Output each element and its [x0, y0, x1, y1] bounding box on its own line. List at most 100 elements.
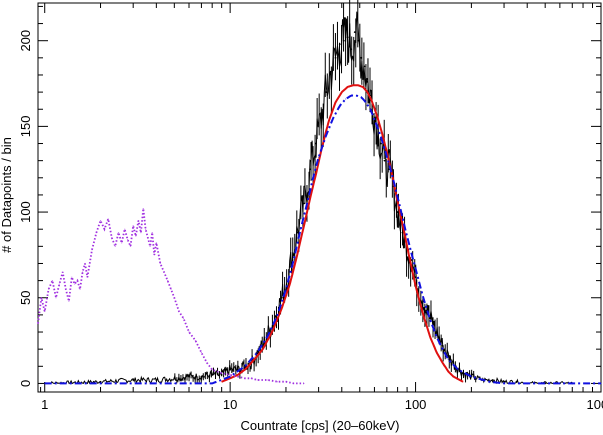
series-point	[129, 245, 132, 247]
series-point	[256, 379, 258, 381]
data-point	[320, 116, 323, 119]
y-tick-label-group: 50	[18, 291, 33, 305]
series-point	[124, 228, 126, 230]
data-point	[350, 48, 353, 51]
series-point	[398, 204, 401, 206]
series-point	[281, 307, 283, 309]
data-point	[346, 36, 349, 39]
series-point	[371, 100, 373, 102]
series-point	[178, 310, 180, 313]
x-tick-label: 100	[405, 397, 427, 412]
series-point	[442, 362, 444, 364]
series-point	[488, 381, 490, 383]
series-point	[44, 382, 46, 385]
series-point	[121, 242, 123, 244]
series-point	[406, 245, 408, 247]
series-point	[404, 228, 406, 230]
x-tick-label: 1000	[587, 397, 603, 412]
series-point	[256, 355, 258, 357]
data-point	[435, 331, 438, 333]
series-point	[137, 220, 139, 222]
data-point	[132, 379, 135, 381]
series-point	[373, 118, 376, 121]
series-point	[211, 369, 213, 371]
series-point	[339, 105, 341, 107]
series-point	[244, 377, 246, 379]
series-point	[379, 132, 381, 134]
series-point	[429, 319, 431, 321]
series-point	[62, 271, 64, 273]
data-line	[44, 11, 573, 385]
series-point	[559, 382, 561, 385]
series-point	[452, 375, 455, 378]
data-point	[220, 373, 223, 376]
series-line-dotted	[37, 208, 304, 385]
series-point	[58, 283, 60, 285]
data-point	[229, 368, 232, 371]
series-point	[170, 288, 172, 290]
data-point	[338, 43, 341, 46]
series-point	[315, 173, 317, 175]
data-point	[325, 91, 328, 94]
x-axis-title: Countrate [cps] (20–60keV)	[241, 418, 400, 433]
series-point	[188, 331, 190, 333]
series-point	[442, 348, 444, 350]
series-point	[65, 288, 67, 290]
series-point	[272, 329, 274, 331]
series-point	[470, 375, 472, 378]
series-line-dashed	[44, 94, 601, 385]
data-point	[515, 380, 518, 383]
series-point	[362, 86, 364, 88]
y-tick-label-group: 200	[18, 30, 33, 52]
series-point	[447, 358, 449, 361]
series-point	[303, 225, 305, 227]
data-point	[491, 379, 494, 381]
series-point	[111, 237, 113, 239]
series-point	[40, 297, 43, 299]
series-point	[173, 297, 175, 299]
series-point	[526, 382, 528, 385]
series-point	[229, 374, 231, 376]
series-point	[74, 283, 76, 285]
data-point	[447, 355, 450, 357]
data-point	[366, 80, 369, 83]
y-tick-label: 100	[18, 201, 33, 223]
series-point	[173, 382, 175, 385]
data-point	[155, 379, 158, 381]
data-point	[379, 142, 382, 145]
data-point	[173, 377, 176, 380]
series-point	[388, 163, 390, 165]
data-point	[342, 39, 345, 42]
series-point	[401, 223, 404, 225]
series-point	[267, 334, 269, 337]
data-point	[280, 296, 283, 299]
series-point	[117, 232, 120, 234]
series-point	[244, 369, 246, 371]
series-point	[159, 262, 161, 265]
series-point	[383, 148, 386, 150]
series-point	[414, 285, 417, 287]
series-point	[600, 382, 602, 385]
y-tick-label-group: 150	[18, 116, 33, 138]
data-point	[360, 56, 363, 59]
series-point	[153, 254, 155, 256]
series-point	[81, 271, 84, 273]
series-point	[328, 120, 330, 122]
series-point	[360, 96, 362, 98]
series-point	[135, 235, 137, 237]
series-data-with-errorbars	[43, 0, 574, 385]
series-point	[334, 101, 337, 103]
data-point	[309, 168, 312, 171]
data-point	[200, 375, 203, 378]
series-point	[422, 314, 424, 316]
data-point	[363, 65, 366, 68]
series-point	[312, 177, 314, 179]
series-point	[194, 339, 197, 342]
data-point	[429, 317, 432, 320]
data-point	[330, 70, 332, 73]
series-point	[332, 117, 334, 119]
series-point	[293, 259, 295, 261]
plot-area: 1 10 100 1000 0 50 100 150 200	[18, 0, 603, 412]
series-point	[296, 254, 298, 256]
series-point	[429, 336, 431, 338]
